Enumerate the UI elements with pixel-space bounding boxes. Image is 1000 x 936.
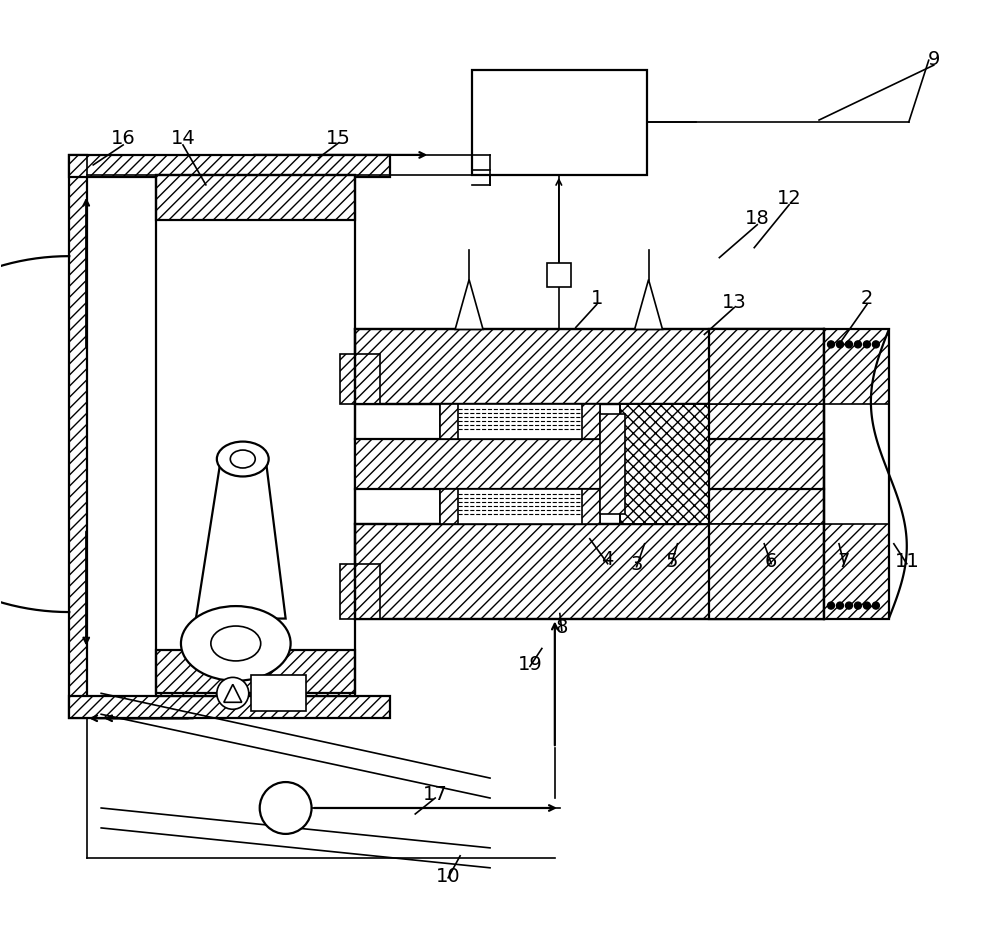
Text: 14: 14 [171,129,195,148]
Bar [440,404,458,440]
Bar [355,330,824,404]
Circle shape [872,603,879,609]
Bar [709,330,824,619]
Bar [824,330,889,619]
Circle shape [863,603,870,609]
Bar [251,676,306,711]
Bar [340,355,380,404]
Bar [620,404,709,524]
Bar [547,263,571,287]
Bar [620,404,709,524]
Text: 7: 7 [838,551,850,571]
Polygon shape [635,280,663,330]
Bar [340,564,380,619]
Text: 2: 2 [861,288,873,308]
Circle shape [854,342,861,348]
Circle shape [217,678,249,709]
Ellipse shape [217,442,269,477]
Circle shape [828,603,835,609]
Bar [355,564,385,619]
Polygon shape [224,684,242,703]
Text: 5: 5 [665,551,678,571]
Polygon shape [196,460,286,619]
Text: 18: 18 [745,209,770,228]
Bar [472,71,647,176]
Circle shape [845,603,852,609]
Ellipse shape [181,607,291,681]
Circle shape [854,603,861,609]
Text: 11: 11 [894,551,919,571]
Bar [824,330,889,619]
Text: 10: 10 [436,867,460,885]
Circle shape [845,342,852,348]
Bar [156,651,355,696]
Text: 19: 19 [518,654,542,673]
Text: 9: 9 [928,50,940,68]
Bar [440,490,600,524]
Text: 4: 4 [601,549,614,569]
Circle shape [260,782,312,834]
Bar [355,440,824,490]
Circle shape [872,342,879,348]
Ellipse shape [230,450,255,469]
Text: 13: 13 [722,293,747,312]
Bar [355,330,385,380]
Bar [824,524,889,619]
Text: 16: 16 [111,129,135,148]
Bar [156,176,355,221]
Circle shape [836,603,843,609]
Bar [69,155,390,178]
Bar [440,490,458,524]
Bar [582,404,600,440]
Bar [156,176,355,694]
Circle shape [828,342,835,348]
Text: 8: 8 [556,618,568,636]
Bar [600,415,625,514]
Bar [824,330,889,404]
Ellipse shape [211,626,261,661]
Text: 1: 1 [591,288,603,308]
Bar [709,404,824,524]
Text: 3: 3 [630,555,643,574]
Bar [69,155,87,719]
Bar [69,696,390,719]
Text: 6: 6 [765,551,777,571]
Text: 15: 15 [326,129,351,148]
Circle shape [863,342,870,348]
Text: 12: 12 [777,189,802,208]
Bar [355,524,824,619]
Bar [709,524,824,619]
Circle shape [836,342,843,348]
Bar [440,404,600,440]
Bar [582,490,600,524]
Bar [709,330,824,404]
Text: 17: 17 [423,783,448,803]
Polygon shape [455,280,483,330]
